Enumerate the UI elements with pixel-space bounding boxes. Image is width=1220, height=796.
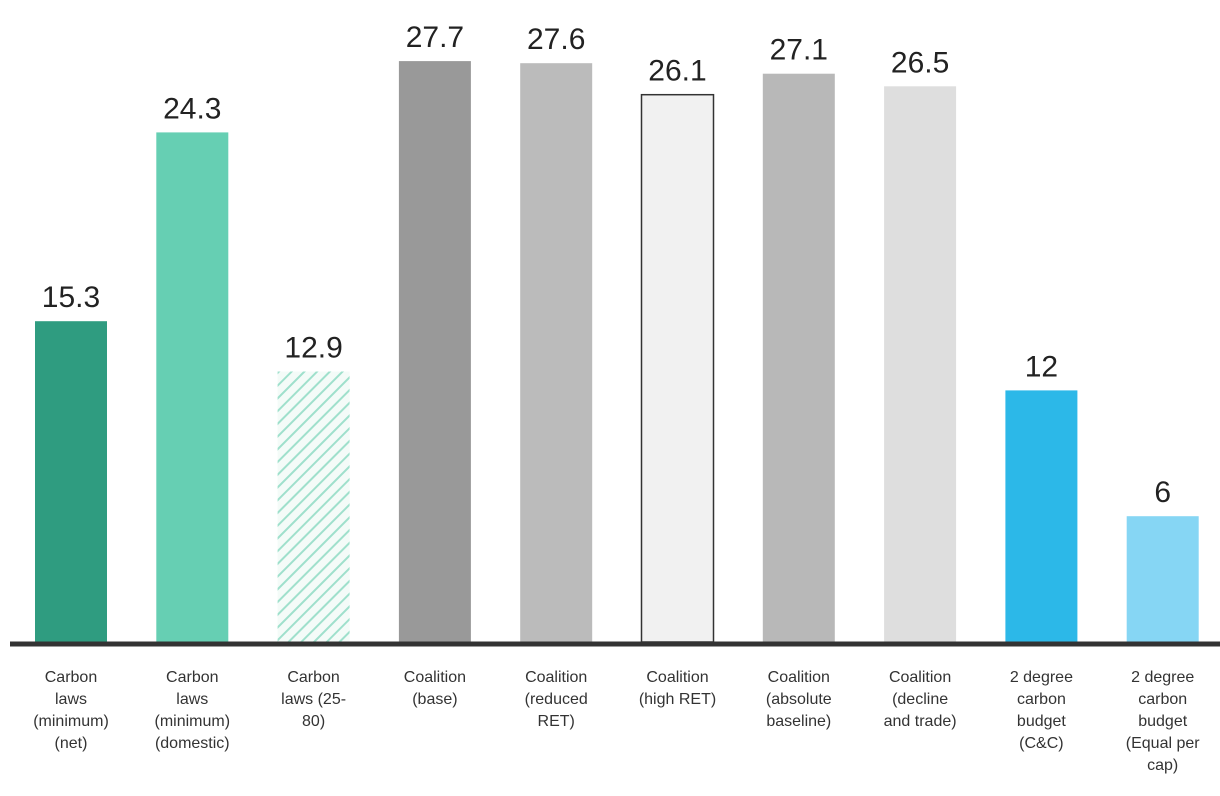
category-label-line: (Equal per <box>1126 735 1200 752</box>
category-label-line: laws (25- <box>281 691 346 708</box>
bar-value-label: 26.5 <box>891 46 949 79</box>
category-label-line: Carbon <box>45 669 97 686</box>
bar <box>1126 516 1199 642</box>
category-label: Carbon laws (minimum) (net) <box>33 669 109 752</box>
bar <box>35 321 107 642</box>
category-label-line: Coalition <box>525 669 587 686</box>
category-label: Coalition (base) <box>404 669 466 708</box>
category-label: Carbon laws (25- 80) <box>281 669 346 730</box>
bar-value-label: 27.6 <box>527 23 585 56</box>
category-label-line: Coalition <box>404 669 466 686</box>
category-label-line: (minimum) <box>155 713 231 730</box>
category-label-line: Coalition <box>768 669 830 686</box>
category-label-line: 80) <box>302 713 325 730</box>
category-label-line: Coalition <box>889 669 951 686</box>
bar <box>1005 390 1078 642</box>
category-labels-group: Carbon laws (minimum) (net) Carbon laws (minim… <box>33 669 1200 774</box>
category-label: Coalition (reduced RET) <box>525 669 588 730</box>
bar <box>884 86 957 643</box>
category-label-line: 2 degree <box>1131 669 1194 686</box>
bar <box>156 132 229 642</box>
category-label: 2 degree carbon budget (Equal per cap) <box>1126 669 1200 774</box>
bar-value-label: 12.9 <box>284 332 342 365</box>
category-label-line: (base) <box>412 691 457 708</box>
value-labels-group: 15.3 24.3 12.9 27.7 27.6 26.1 27.1 26.5 12 6 <box>42 21 1171 509</box>
category-label-line: carbon <box>1017 691 1066 708</box>
bar-value-label: 6 <box>1154 476 1171 509</box>
bars-group <box>35 61 1199 643</box>
category-label: Coalition (absolute baseline) <box>766 669 832 730</box>
category-label-line: Carbon <box>287 669 339 686</box>
category-label-line: and trade) <box>884 713 957 730</box>
bar <box>398 61 471 643</box>
category-label-line: (decline <box>892 691 948 708</box>
category-label-line: 2 degree <box>1010 669 1073 686</box>
category-label: Carbon laws (minimum) (domestic) <box>155 669 231 752</box>
category-label-line: (C&C) <box>1019 735 1063 752</box>
category-label-line: budget <box>1138 713 1187 730</box>
category-label-line: (net) <box>55 735 88 752</box>
bar <box>520 63 593 642</box>
category-label-line: (domestic) <box>155 735 230 752</box>
category-label-line: (absolute <box>766 691 832 708</box>
category-label-line: carbon <box>1138 691 1187 708</box>
category-label: 2 degree carbon budget (C&C) <box>1010 669 1073 752</box>
category-label-line: Carbon <box>166 669 218 686</box>
bar-value-label: 12 <box>1025 350 1058 383</box>
category-label-line: baseline) <box>766 713 831 730</box>
category-label-line: budget <box>1017 713 1066 730</box>
category-label-line: (reduced <box>525 691 588 708</box>
category-label-line: Coalition <box>646 669 708 686</box>
bar <box>762 73 835 642</box>
category-label-line: laws <box>176 691 208 708</box>
category-label-line: (high RET) <box>639 691 716 708</box>
category-label-line: (minimum) <box>33 713 109 730</box>
bar-value-label: 15.3 <box>42 281 100 314</box>
category-label: Coalition (decline and trade) <box>884 669 957 730</box>
bar-value-label: 27.1 <box>770 34 828 67</box>
bar-value-label: 27.7 <box>406 21 464 54</box>
category-label-line: laws <box>55 691 87 708</box>
category-label: Coalition (high RET) <box>639 669 716 708</box>
bar <box>640 93 715 643</box>
bar <box>277 371 350 642</box>
category-label-line: cap) <box>1147 757 1178 774</box>
bar-value-label: 24.3 <box>163 92 221 125</box>
bar-value-label: 26.1 <box>648 55 706 88</box>
category-label-line: RET) <box>538 713 575 730</box>
